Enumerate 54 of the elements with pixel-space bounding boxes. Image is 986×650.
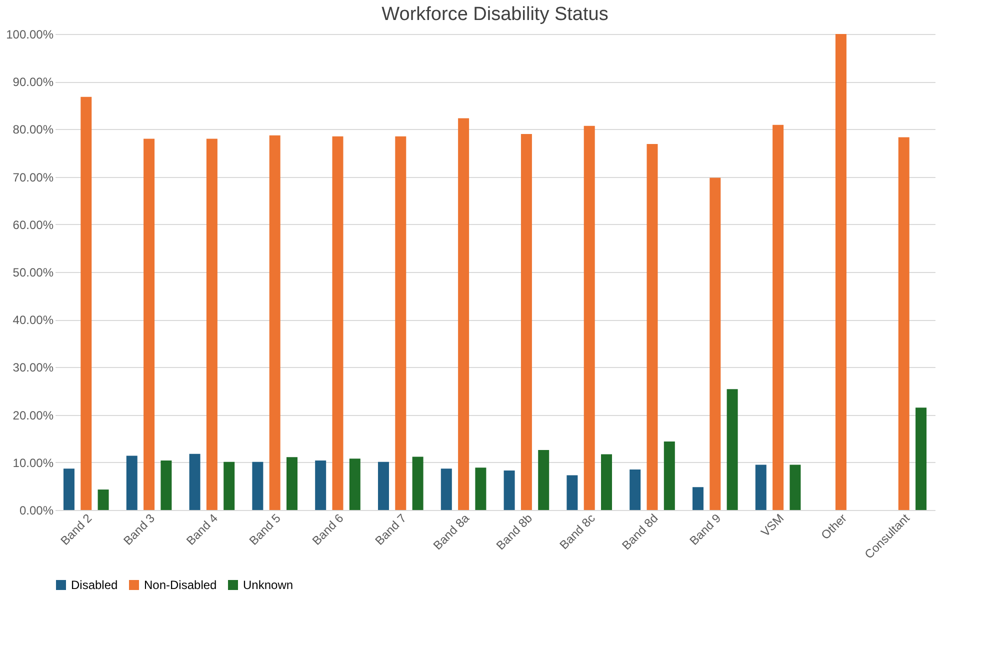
bar bbox=[160, 460, 172, 510]
y-tick-label: 20.00% bbox=[12, 408, 54, 422]
bar bbox=[332, 136, 344, 510]
bar bbox=[252, 462, 264, 510]
bar bbox=[646, 144, 658, 510]
bar bbox=[458, 118, 470, 510]
bar bbox=[395, 136, 406, 510]
bar bbox=[692, 487, 704, 510]
bar bbox=[898, 137, 910, 510]
bar bbox=[710, 178, 721, 510]
bar bbox=[98, 490, 109, 510]
bar bbox=[144, 138, 155, 510]
bar bbox=[504, 470, 515, 510]
bar bbox=[189, 454, 200, 510]
bar bbox=[63, 468, 74, 510]
bar bbox=[664, 441, 675, 510]
bar bbox=[835, 34, 846, 510]
y-tick-label: 60.00% bbox=[12, 218, 54, 232]
legend-label: Unknown bbox=[243, 578, 294, 592]
bar bbox=[315, 460, 326, 510]
bar bbox=[286, 457, 298, 510]
chart-title: Workforce Disability Status bbox=[382, 4, 608, 25]
bar bbox=[584, 126, 595, 510]
y-tick-label: 40.00% bbox=[12, 313, 54, 328]
bar bbox=[475, 468, 486, 510]
bar bbox=[349, 458, 360, 510]
bar bbox=[755, 464, 766, 510]
bar bbox=[520, 134, 532, 510]
y-tick-label: 30.00% bbox=[12, 360, 54, 375]
bar bbox=[538, 450, 550, 510]
y-tick-label: 0.00% bbox=[19, 504, 54, 518]
legend-label: Non-Disabled bbox=[144, 578, 217, 592]
bar bbox=[772, 124, 784, 510]
y-tick-label: 90.00% bbox=[12, 75, 54, 90]
bar bbox=[269, 135, 280, 510]
y-tick-label: 50.00% bbox=[12, 266, 54, 280]
bar bbox=[726, 389, 738, 510]
y-tick-label: 10.00% bbox=[12, 456, 54, 470]
bar bbox=[790, 464, 801, 510]
bar bbox=[630, 470, 641, 510]
bar bbox=[206, 138, 218, 510]
bar bbox=[224, 462, 235, 510]
bar bbox=[126, 456, 138, 510]
bar bbox=[412, 456, 424, 510]
legend-label: Disabled bbox=[71, 578, 118, 592]
y-tick-label: 100.00% bbox=[6, 28, 54, 42]
bar bbox=[378, 462, 389, 510]
bar bbox=[440, 468, 452, 510]
y-tick-label: 70.00% bbox=[12, 170, 54, 184]
bar bbox=[80, 96, 92, 510]
bar bbox=[916, 408, 927, 510]
y-tick-label: 80.00% bbox=[12, 122, 54, 137]
bar bbox=[601, 454, 612, 510]
bar bbox=[566, 475, 578, 510]
